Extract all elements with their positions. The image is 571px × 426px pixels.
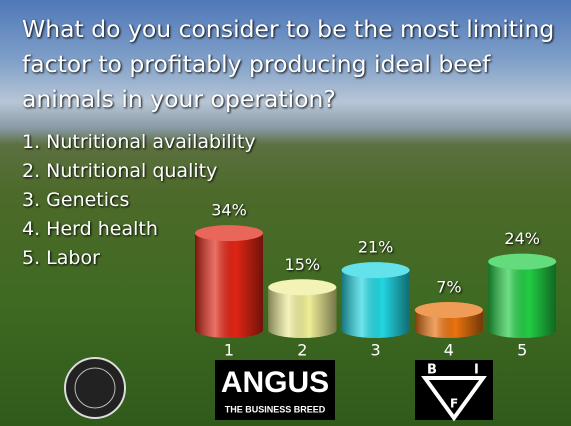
- option: 5. Labor: [22, 247, 100, 269]
- value-label: 24%: [504, 229, 540, 248]
- option-list: 1. Nutritional availability 2. Nutritiona…: [22, 128, 256, 273]
- seal-logo: [64, 357, 126, 419]
- bar-shade: [488, 261, 557, 330]
- bar-top-light: [488, 253, 557, 270]
- bar-top-light: [268, 279, 337, 296]
- option: 2. Nutritional quality: [22, 160, 218, 182]
- x-tick-label: 2: [297, 341, 307, 360]
- value-label: 34%: [211, 201, 247, 220]
- bar-shade: [195, 233, 263, 330]
- bar-top: [195, 225, 263, 242]
- bif-letter: F: [450, 397, 458, 411]
- slide-title: What do you consider to be the most limi…: [22, 15, 555, 113]
- bar-top-light: [414, 302, 483, 319]
- value-label: 21%: [358, 238, 394, 257]
- option: 4. Herd health: [22, 218, 158, 240]
- value-label: 7%: [436, 278, 461, 297]
- value-label: 15%: [285, 255, 321, 274]
- bar-shade: [341, 270, 410, 330]
- x-tick-label: 3: [371, 341, 381, 360]
- option: 3. Genetics: [22, 189, 130, 211]
- bar-top: [341, 262, 410, 279]
- bar-top-light: [195, 225, 263, 242]
- bar-top-light: [341, 262, 410, 279]
- bar-top: [268, 279, 337, 296]
- bif-logo: B I F: [415, 360, 493, 422]
- x-tick-label: 1: [224, 341, 234, 360]
- x-tick-label: 4: [444, 341, 454, 360]
- bar-top: [414, 302, 483, 319]
- bif-letter: B: [427, 363, 437, 378]
- bif-letter: I: [474, 363, 479, 378]
- angus-text: ANGUS: [221, 366, 329, 399]
- bar-top: [488, 253, 557, 270]
- option: 1. Nutritional availability: [22, 131, 256, 153]
- angus-logo: ANGUS THE BUSINESS BREED: [215, 360, 335, 420]
- angus-tagline: THE BUSINESS BREED: [225, 404, 326, 414]
- x-tick-label: 5: [517, 341, 527, 360]
